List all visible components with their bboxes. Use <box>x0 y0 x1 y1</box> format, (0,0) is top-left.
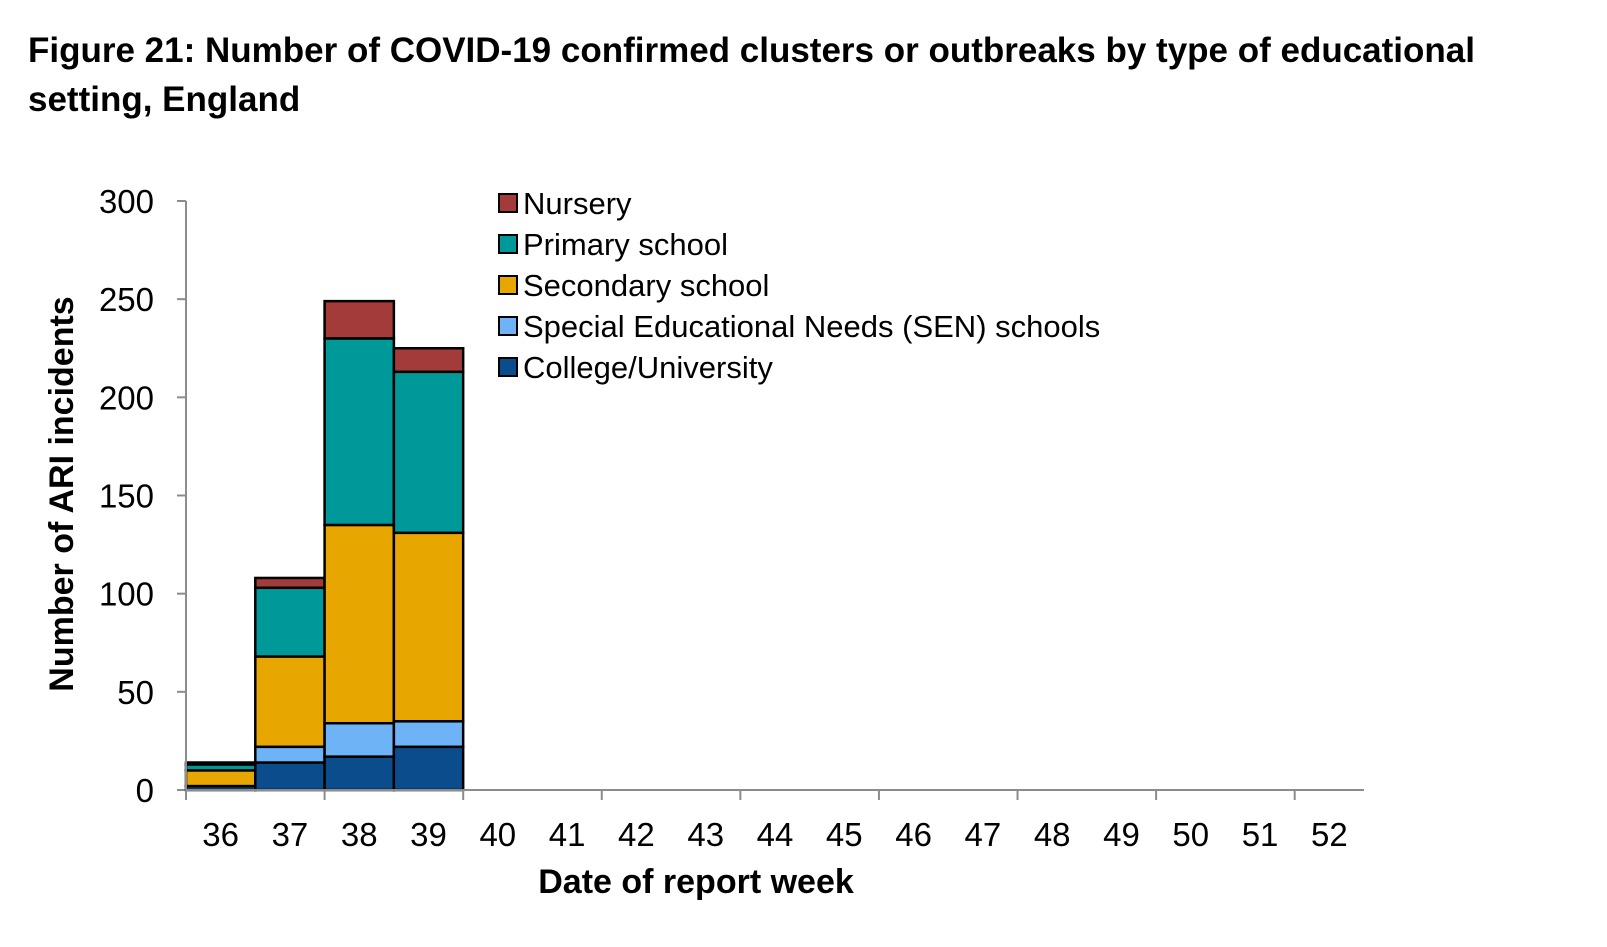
x-tick-label: 49 <box>1103 816 1140 853</box>
y-tick-label: 50 <box>117 674 154 711</box>
y-axis-ticks: 0 50 100 150 200 250 300 <box>99 183 186 809</box>
x-tick-label: 37 <box>272 816 309 853</box>
x-tick-label: 46 <box>895 816 932 853</box>
bar-segment-week-36-series-4 <box>184 761 257 766</box>
y-tick-label: 250 <box>99 281 154 318</box>
figure-title: Figure 21: Number of COVID-19 confirmed … <box>28 31 1475 119</box>
legend-swatch <box>498 316 518 336</box>
x-tick-label: 40 <box>479 816 516 853</box>
legend-label: Secondary school <box>523 268 769 303</box>
legend-item: Special Educational Needs (SEN) schools <box>498 309 1100 344</box>
bar-segment-week-39-series-3 <box>392 370 465 535</box>
x-axis-title: Date of report week <box>538 863 854 901</box>
legend-swatch <box>498 193 518 213</box>
bar-segment-week-36-series-2 <box>184 769 257 788</box>
legend: Nursery Primary school Secondary school Spe… <box>498 186 1100 385</box>
bar-segment-week-38-series-0 <box>323 755 396 792</box>
axes-group <box>185 201 1364 791</box>
legend-item: Nursery <box>498 186 632 221</box>
bar-segment-week-37-series-2 <box>254 655 326 749</box>
bar-segment-week-39-series-1 <box>392 720 465 749</box>
x-tick-label: 48 <box>1034 816 1071 853</box>
x-tick-label: 36 <box>202 816 239 853</box>
x-tick-label: 41 <box>549 816 586 853</box>
bar-segment-week-37-series-1 <box>254 745 326 764</box>
x-axis-ticks: 36 37 38 39 40 41 42 43 44 45 46 47 48 49 50 51 52 <box>185 790 1348 853</box>
x-tick-label: 47 <box>965 816 1002 853</box>
legend-swatch <box>498 234 518 254</box>
legend-item: College/University <box>498 350 773 385</box>
x-tick-label: 42 <box>618 816 655 853</box>
x-tick-label: 44 <box>757 816 794 853</box>
bar-segment-week-38-series-2 <box>323 523 396 725</box>
bar-segment-week-39-series-4 <box>392 347 465 374</box>
y-tick-label: 100 <box>99 576 154 613</box>
bar-segment-week-37-series-0 <box>254 761 326 792</box>
legend-label: College/University <box>523 350 773 385</box>
x-tick-label: 45 <box>826 816 863 853</box>
bar-segment-week-37-series-3 <box>254 586 326 658</box>
legend-label: Nursery <box>523 186 632 221</box>
y-tick-label: 150 <box>99 478 154 515</box>
y-axis-title: Number of ARI incidents <box>43 296 81 691</box>
legend-item: Secondary school <box>498 268 769 303</box>
bars-group <box>184 299 465 792</box>
x-tick-label: 52 <box>1311 816 1348 853</box>
legend-label: Special Educational Needs (SEN) schools <box>523 309 1100 344</box>
x-tick-label: 38 <box>341 816 378 853</box>
legend-swatch <box>498 275 518 295</box>
y-tick-label: 300 <box>99 183 154 220</box>
bar-segment-week-38-series-4 <box>323 299 396 340</box>
x-tick-label: 50 <box>1172 816 1209 853</box>
legend-label: Primary school <box>523 227 728 262</box>
bar-segment-week-38-series-3 <box>323 337 396 527</box>
bar-segment-week-39-series-0 <box>392 745 465 792</box>
bar-segment-week-39-series-2 <box>392 531 465 723</box>
legend-item: Primary school <box>498 227 728 262</box>
y-tick-label: 200 <box>99 379 154 416</box>
bar-segment-week-38-series-1 <box>323 722 396 758</box>
x-tick-label: 43 <box>687 816 724 853</box>
y-tick-label: 0 <box>136 772 154 809</box>
legend-swatch <box>498 357 518 377</box>
bar-segment-week-37-series-4 <box>254 576 326 590</box>
x-tick-label: 39 <box>410 816 447 853</box>
x-tick-label: 51 <box>1242 816 1279 853</box>
